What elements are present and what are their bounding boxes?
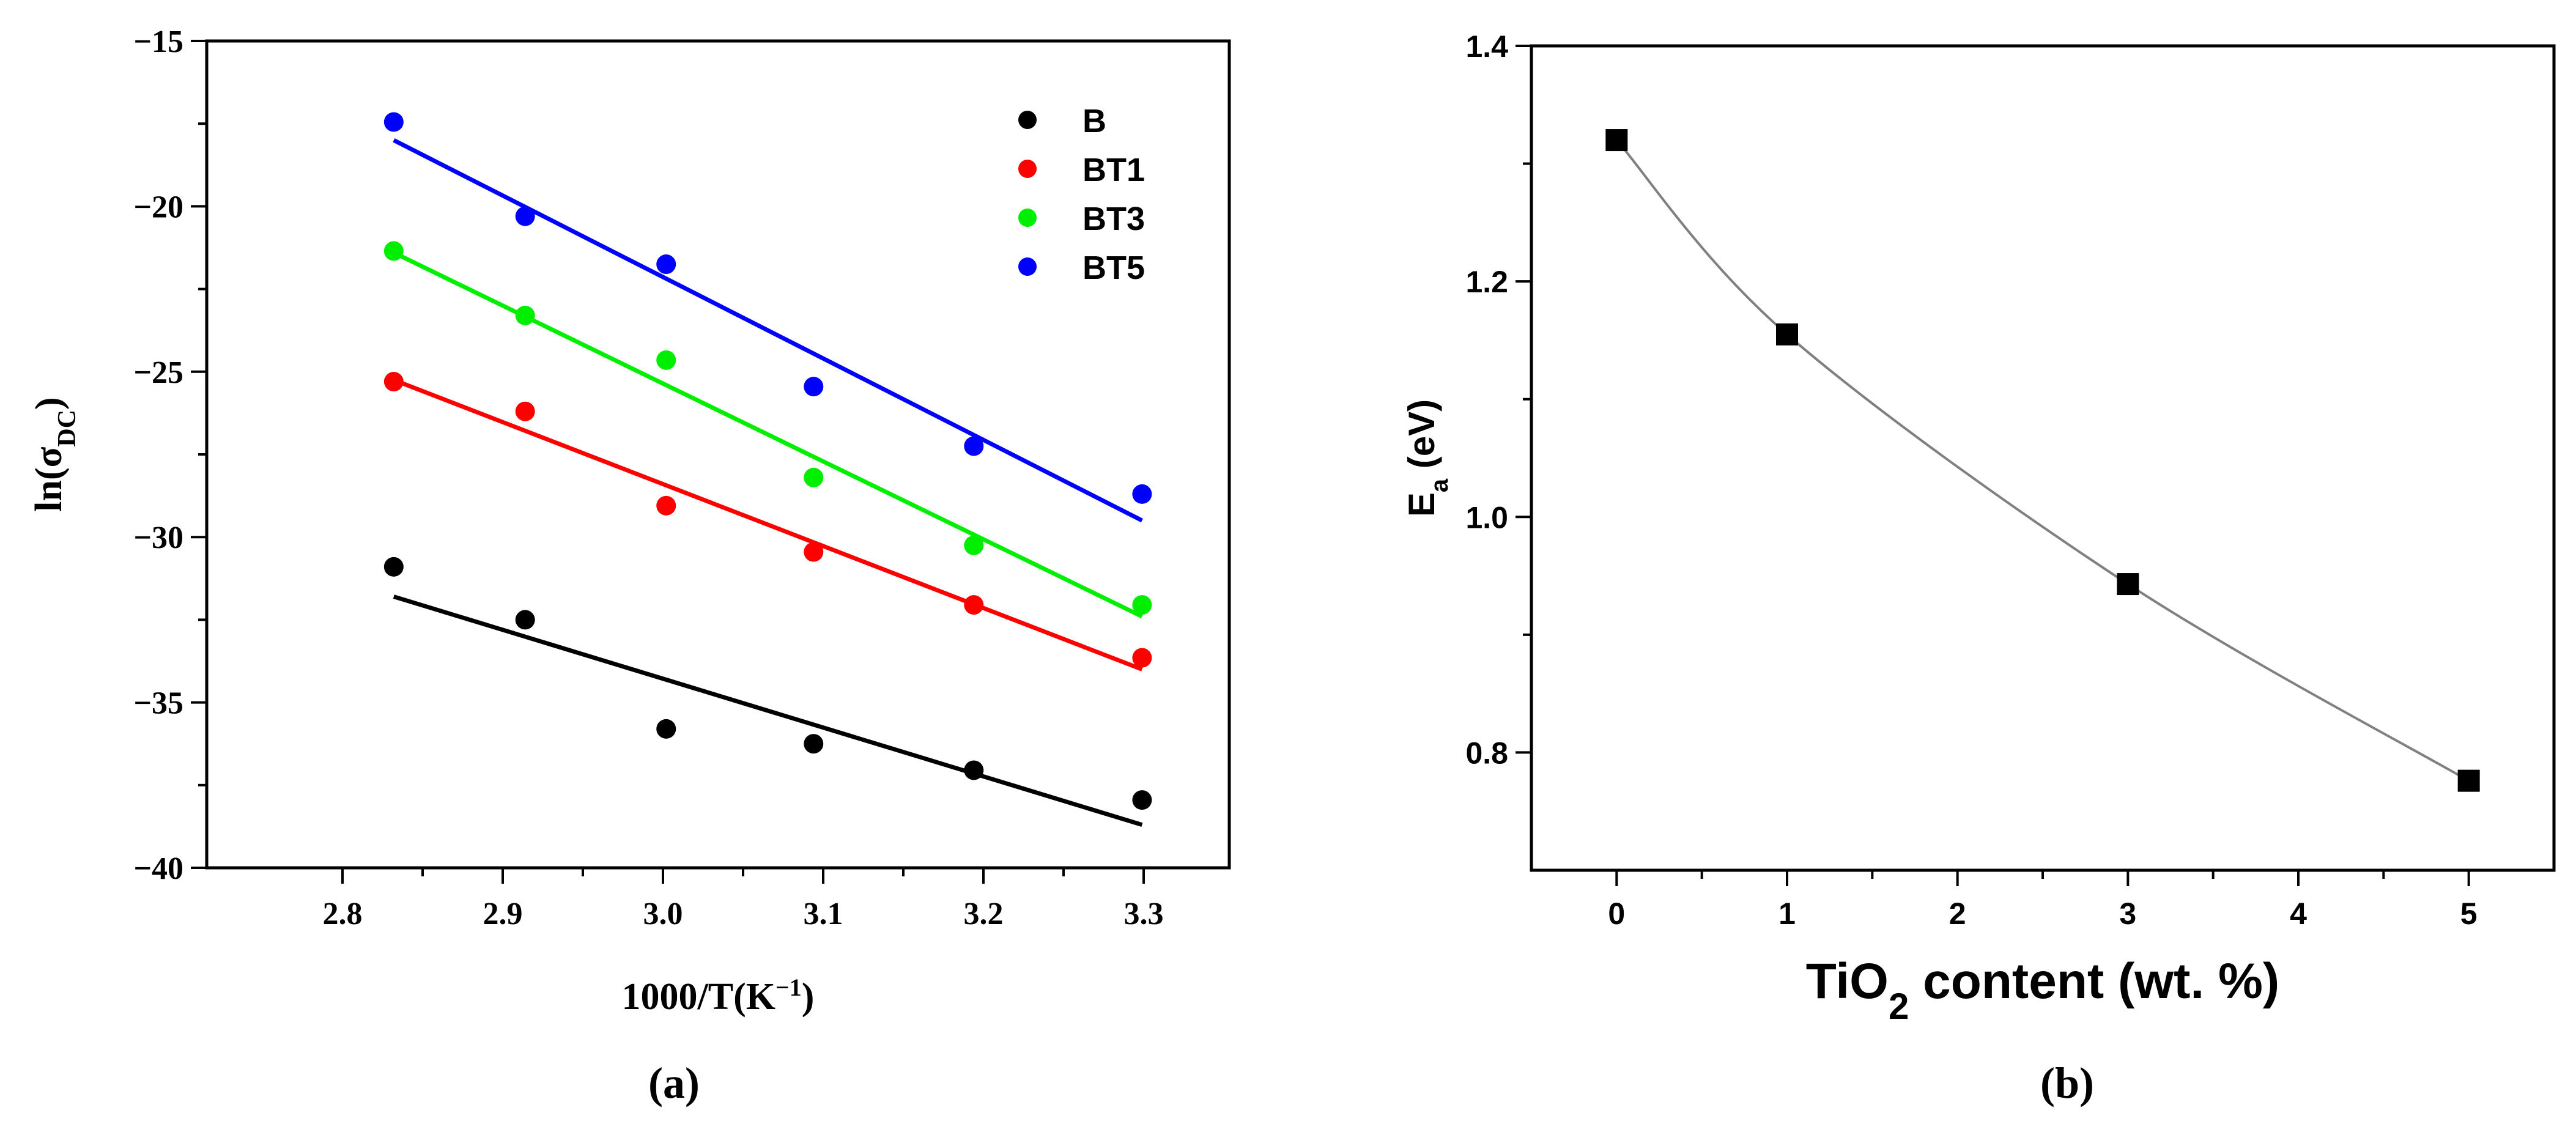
point-bt1: [383, 372, 404, 392]
legend-a: B BT1 BT3 BT5: [1018, 103, 1145, 286]
point-bt1: [1132, 648, 1152, 668]
chart-panel-b: 0 1 2 3 4 50.81.01.21.4 TiO2 content (wt. %) …: [1401, 29, 2556, 1108]
x-tick-label-a: 2.8: [323, 897, 363, 931]
data-points-b: [1605, 129, 2480, 792]
fit-line-bt3: [393, 250, 1143, 619]
point-bt5: [964, 436, 984, 456]
point-bt5: [804, 377, 824, 397]
legend-label-b: B: [1083, 103, 1106, 139]
y-tick-label-b: 1.4: [1465, 29, 1508, 64]
x-tick-label-a: 3.0: [643, 897, 683, 931]
axis-ticks-b: 0 1 2 3 4 5 0.8 1.0 1.2 1.4: [1465, 29, 2477, 931]
legend-marker-bt5: [1018, 257, 1037, 276]
y-tick-label-b: 1.2: [1465, 265, 1508, 299]
x-tick-label-b: 2: [1949, 897, 1966, 931]
x-axis-label-a: 1000/T(K−1): [622, 974, 815, 1018]
fit-line-bt5: [393, 138, 1143, 523]
panel-label-a: (a): [648, 1059, 700, 1108]
panel-label-b: (b): [2040, 1059, 2094, 1108]
x-tick-label-b: 4: [2290, 897, 2307, 931]
y-tick-label-b: 0.8: [1465, 736, 1508, 770]
point-ea: [1776, 323, 1798, 346]
x-tick-label-b: 1: [1778, 897, 1796, 931]
point-bt5: [656, 254, 676, 275]
point-bt3: [515, 305, 535, 325]
fit-line-b: [393, 594, 1143, 827]
x-tick-label-a: 3.3: [1124, 897, 1164, 931]
legend-marker-bt1: [1018, 160, 1037, 178]
point-ea: [2457, 769, 2480, 792]
point-bt3: [383, 241, 404, 261]
point-bt1: [656, 495, 676, 516]
point-bt1: [804, 542, 824, 562]
data-points-a: [383, 112, 1152, 810]
legend-marker-bt3: [1018, 209, 1037, 227]
y-tick-label-a: −35: [133, 686, 183, 721]
x-tick-label-b: 0: [1608, 897, 1625, 931]
point-b: [656, 719, 676, 739]
legend-label-bt5: BT5: [1083, 250, 1145, 286]
x-tick-label-b: 5: [2460, 897, 2478, 931]
y-tick-label-a: −30: [133, 520, 183, 555]
point-bt3: [804, 467, 824, 487]
y-axis-label-a: ln(σDC): [28, 397, 81, 511]
y-tick-label-a: −40: [133, 851, 183, 886]
axis-ticks-a: 2.8 2.9 3.0 3.1 3.2 3.3 −40 −35 −30 −25 −20 −15: [133, 24, 1163, 931]
point-bt3: [1132, 595, 1152, 615]
x-tick-label-b: 3: [2119, 897, 2136, 931]
point-bt5: [1132, 484, 1152, 504]
legend-label-bt3: BT3: [1083, 201, 1145, 237]
plot-frame-a: [205, 39, 1231, 870]
point-b: [964, 760, 984, 780]
point-bt1: [515, 401, 535, 421]
x-tick-label-a: 3.1: [804, 897, 843, 931]
x-tick-label-a: 2.9: [483, 897, 523, 931]
fit-lines-a: [393, 138, 1143, 827]
y-axis-label-b: Ea (eV): [1401, 399, 1453, 517]
point-b: [804, 734, 824, 754]
chart-panel-a: 2.8 2.9 3.0 3.1 3.2 3.3 −40 −35 −30 −25 −20 −15 B BT…: [28, 24, 1231, 1108]
x-axis-label-b: TiO2 content (wt. %): [1806, 953, 2279, 1027]
legend-marker-b: [1018, 111, 1037, 129]
point-bt3: [656, 350, 676, 370]
trend-curve-b: [1615, 139, 2470, 782]
fit-line-bt1: [393, 378, 1143, 671]
point-b: [383, 557, 404, 577]
point-ea: [1605, 129, 1628, 152]
point-bt5: [515, 206, 535, 226]
y-tick-label-b: 1.0: [1465, 500, 1508, 535]
y-tick-label-a: −20: [133, 190, 183, 224]
point-ea: [2117, 573, 2139, 596]
x-tick-label-a: 3.2: [964, 897, 1004, 931]
point-b: [1132, 790, 1152, 810]
plot-frame-b: [1530, 44, 2556, 872]
y-tick-label-a: −25: [133, 355, 183, 390]
trend-line-b: [1615, 139, 2470, 782]
point-bt3: [964, 535, 984, 555]
point-bt5: [383, 112, 404, 132]
legend-label-bt1: BT1: [1083, 152, 1145, 188]
y-tick-label-a: −15: [133, 24, 183, 59]
point-bt1: [964, 595, 984, 615]
point-b: [515, 610, 535, 630]
